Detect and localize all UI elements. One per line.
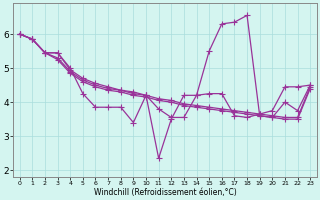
X-axis label: Windchill (Refroidissement éolien,°C): Windchill (Refroidissement éolien,°C) <box>93 188 236 197</box>
